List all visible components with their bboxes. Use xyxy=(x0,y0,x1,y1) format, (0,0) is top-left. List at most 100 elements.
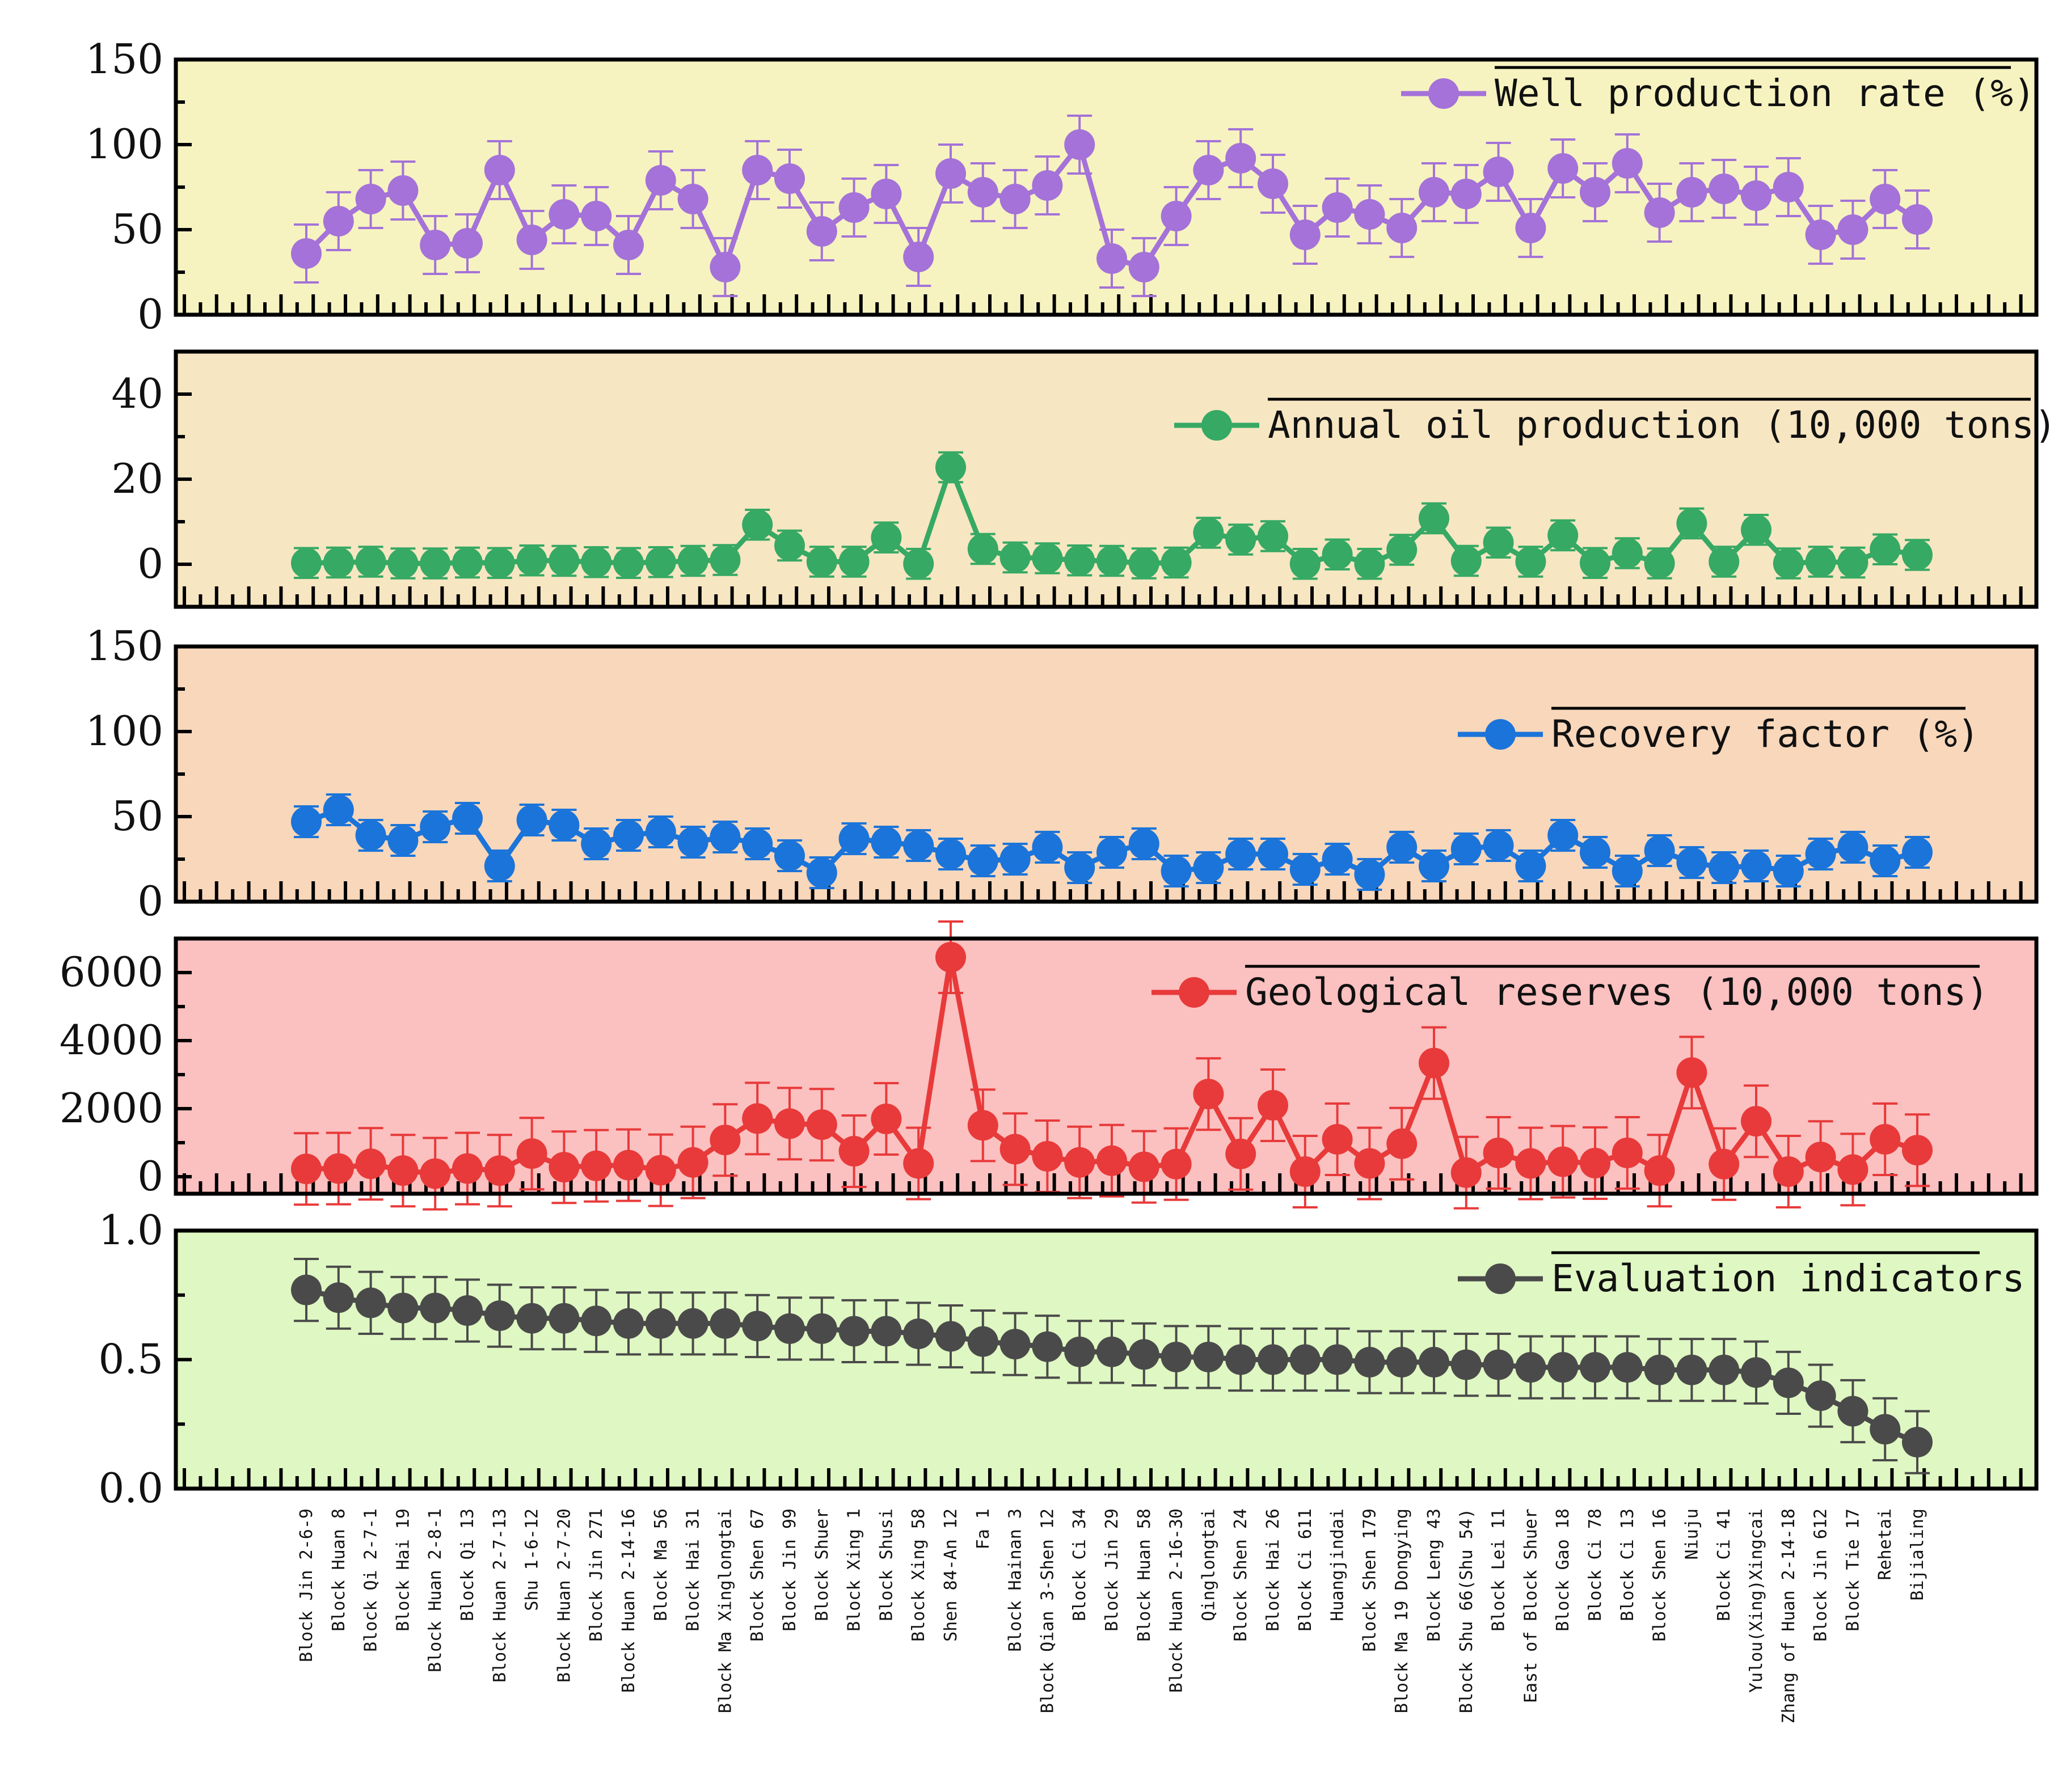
data-point xyxy=(903,548,934,580)
x-category-labels: Block Jin 2-6-9 Block Huan 8 Block Qi 2-7-… xyxy=(297,1508,1927,1723)
data-point xyxy=(1515,1148,1546,1179)
data-point xyxy=(1902,204,1933,235)
data-point xyxy=(774,840,805,871)
data-point xyxy=(935,1321,966,1352)
data-point xyxy=(291,1153,322,1185)
data-point xyxy=(1386,1128,1418,1159)
category-label: Block Jin 2-6-9 xyxy=(297,1508,317,1662)
data-point xyxy=(1419,503,1449,534)
data-point xyxy=(1515,213,1546,243)
data-point xyxy=(1419,1347,1449,1378)
data-point xyxy=(806,216,837,247)
data-point xyxy=(1225,1344,1256,1375)
data-point xyxy=(1032,543,1063,574)
data-point xyxy=(1612,1138,1643,1168)
category-label: Block Jin 29 xyxy=(1102,1508,1122,1632)
data-point xyxy=(1515,1352,1546,1383)
data-point xyxy=(871,827,902,857)
category-label: Block Leng 43 xyxy=(1424,1508,1444,1642)
panel-1: 0 50 100 150 Well production rate (%) xyxy=(86,35,2039,338)
data-point xyxy=(420,548,451,579)
category-label: Block Qian 3-Shen 12 xyxy=(1037,1508,1057,1713)
data-point xyxy=(1225,143,1256,174)
data-point xyxy=(1483,157,1514,187)
data-point xyxy=(516,225,547,255)
category-label: Block Xing 58 xyxy=(909,1508,929,1642)
category-label: Qinglongtai xyxy=(1199,1508,1218,1621)
data-point xyxy=(838,192,870,223)
y-tick-label: 20 xyxy=(111,455,163,502)
data-point xyxy=(1450,1157,1482,1188)
y-tick-label: 6000 xyxy=(60,948,163,996)
data-point xyxy=(484,851,515,881)
data-point xyxy=(516,1138,547,1169)
data-point xyxy=(1870,1414,1901,1445)
data-point xyxy=(645,1308,676,1339)
legend-marker xyxy=(1179,977,1209,1008)
data-point xyxy=(581,829,612,859)
category-label: Block Shen 24 xyxy=(1231,1508,1251,1642)
category-label: Block Huan 2-14-16 xyxy=(619,1508,639,1693)
data-point xyxy=(871,1104,902,1134)
category-label: Rehetai xyxy=(1875,1508,1895,1580)
category-label: Fa 1 xyxy=(973,1508,993,1549)
data-point xyxy=(903,830,934,861)
category-label: Block Huan 2-8-1 xyxy=(425,1508,445,1672)
category-label: Huangjindai xyxy=(1328,1508,1348,1621)
data-point xyxy=(806,1109,837,1140)
data-point xyxy=(1676,1354,1707,1385)
data-point xyxy=(1612,1352,1643,1383)
data-point xyxy=(999,1134,1031,1165)
data-point xyxy=(1837,1396,1868,1427)
data-point xyxy=(1902,837,1933,868)
category-label: Block Huan 58 xyxy=(1134,1508,1154,1642)
data-point xyxy=(999,1329,1031,1360)
data-point xyxy=(742,829,773,859)
data-point xyxy=(1096,546,1127,576)
category-label: Block Gao 18 xyxy=(1553,1508,1573,1632)
panel-4: 0 2000 4000 6000 Geological reserves (10,000… xyxy=(60,920,2039,1211)
data-point xyxy=(613,547,644,578)
data-point xyxy=(613,820,644,851)
category-label: Block Shen 67 xyxy=(748,1508,767,1642)
data-point xyxy=(323,206,354,236)
panel-2: 0 20 40 Annual oil production (10,000 tons) xyxy=(111,349,2057,609)
data-point xyxy=(1289,1344,1321,1375)
y-tick-label: 1.0 xyxy=(98,1206,163,1254)
panel-frame xyxy=(174,1228,2039,1491)
data-point xyxy=(1676,847,1707,878)
data-point xyxy=(1193,155,1224,185)
y-ticks xyxy=(176,392,192,566)
data-point xyxy=(1644,197,1675,228)
panel-frame xyxy=(174,57,2039,317)
data-point xyxy=(291,1274,322,1305)
panel-frame xyxy=(174,644,2039,904)
data-point xyxy=(1289,219,1321,250)
data-point xyxy=(1805,219,1836,250)
data-point xyxy=(355,1148,386,1180)
data-point xyxy=(742,1311,773,1342)
data-point xyxy=(1258,168,1288,199)
legend-marker xyxy=(1428,78,1459,109)
series-points xyxy=(291,452,1933,580)
data-point xyxy=(1870,184,1901,214)
data-point xyxy=(323,547,354,578)
data-point xyxy=(452,803,483,834)
data-point xyxy=(613,1308,644,1339)
data-point xyxy=(645,817,676,847)
data-point xyxy=(420,812,451,842)
data-point xyxy=(1064,129,1095,160)
data-point xyxy=(1419,1047,1449,1079)
legend-label: Evaluation indicators xyxy=(1551,1257,2024,1300)
data-point xyxy=(677,1308,708,1339)
data-point xyxy=(871,179,902,209)
data-point xyxy=(645,547,676,578)
data-point xyxy=(1709,174,1740,204)
data-point xyxy=(1386,832,1418,863)
data-point xyxy=(420,1292,451,1324)
data-point xyxy=(1258,1090,1288,1121)
data-point xyxy=(710,1125,741,1156)
data-point xyxy=(710,544,741,576)
data-point xyxy=(291,547,322,578)
